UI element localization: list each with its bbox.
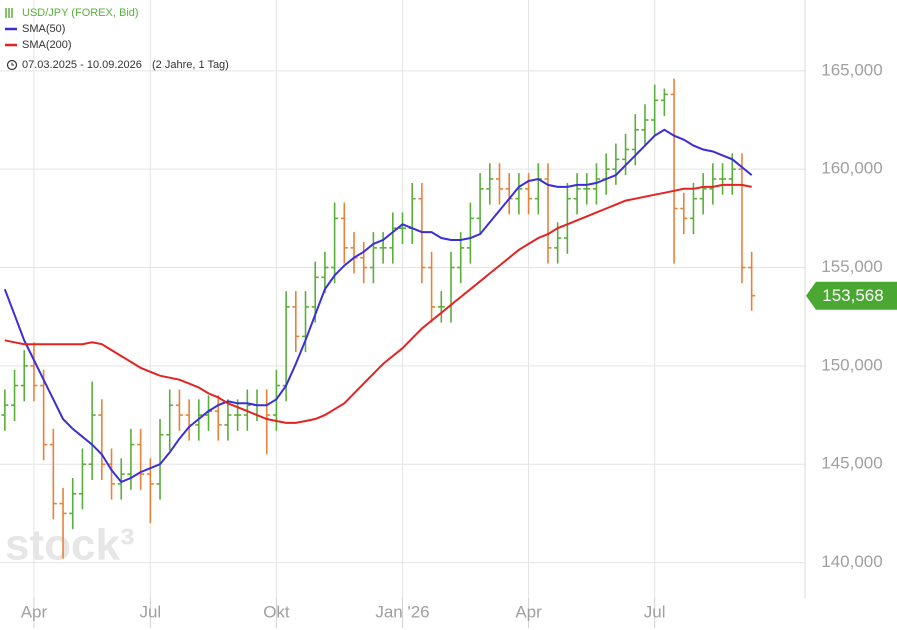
legend: 07.03.2025 - 10.09.2026 (2 Jahre, 1 Tag)… [5, 7, 229, 71]
sma-line [4, 183, 752, 424]
y-tick-label: 145,000 [821, 454, 882, 473]
y-tick-label: 165,000 [821, 60, 882, 79]
sma-line [3, 128, 753, 484]
last-price-box [806, 281, 897, 310]
clock-hand [11, 62, 14, 66]
legend-label: SMA(50) [22, 23, 65, 35]
x-tick-label: Jan '26 [375, 602, 429, 621]
legend-label: SMA(200) [22, 39, 72, 51]
period-note: (2 Jahre, 1 Tag) [152, 59, 229, 71]
x-tick-label: Okt [263, 602, 290, 621]
clock-icon [6, 59, 18, 71]
x-tick-label: Jul [644, 602, 666, 621]
watermark: stock³ [5, 521, 135, 570]
period: 07.03.2025 - 10.09.2026 [22, 59, 142, 71]
x-tick-label: Apr [515, 602, 542, 621]
x-tick-label: Apr [21, 602, 48, 621]
y-tick-label: 155,000 [821, 257, 882, 276]
y-tick-label: 160,000 [821, 159, 882, 178]
y-tick-label: 150,000 [821, 355, 882, 374]
y-tick-label: 140,000 [821, 552, 882, 571]
legend-label: USD/JPY (FOREX, Bid) [22, 7, 139, 19]
last-price-label: 153,568 [822, 286, 883, 305]
x-tick-label: Jul [139, 602, 161, 621]
